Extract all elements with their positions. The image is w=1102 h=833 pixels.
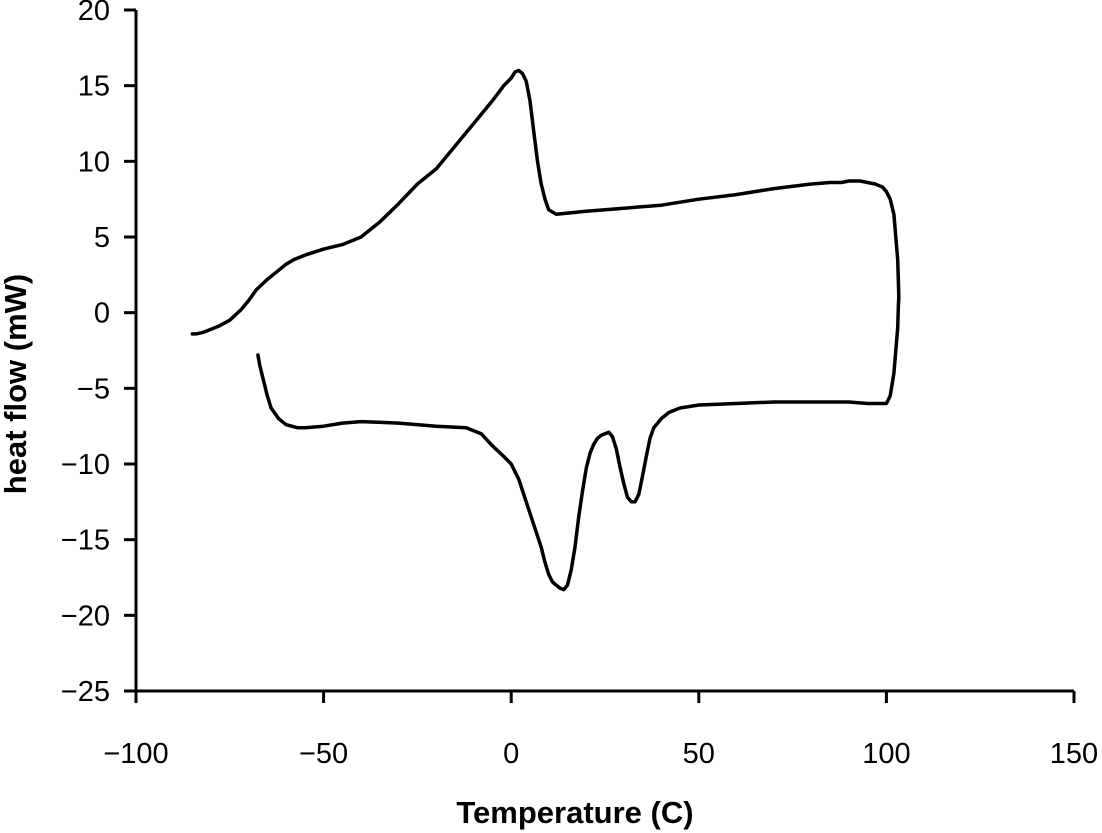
y-tick-label: 5 — [94, 222, 110, 254]
y-axis-title: heat flow (mW) — [0, 274, 33, 494]
x-axis-title: Temperature (C) — [456, 795, 693, 830]
x-tick-label: −100 — [103, 738, 168, 770]
y-ticks — [124, 8, 136, 693]
x-tick-label: 150 — [1050, 738, 1098, 770]
y-tick-label: 15 — [78, 71, 110, 103]
x-tick-labels: −100 −50 0 50 100 150 — [103, 738, 1098, 770]
y-tick-label: 0 — [94, 298, 110, 330]
y-tick-label: −5 — [77, 373, 110, 405]
y-tick-label: −25 — [61, 676, 110, 708]
x-ticks — [134, 691, 1076, 703]
x-tick-label: −50 — [299, 738, 348, 770]
x-tick-label: 0 — [503, 738, 519, 770]
x-axis: −100 −50 0 50 100 150 — [103, 689, 1098, 770]
y-tick-labels: 20 15 10 5 0 −5 −10 −15 −20 −25 — [61, 0, 110, 708]
y-tick-label: −20 — [61, 600, 110, 632]
y-tick-label: −10 — [61, 449, 110, 481]
x-tick-label: 100 — [862, 738, 910, 770]
y-tick-label: 10 — [78, 146, 110, 178]
x-tick-label: 50 — [683, 738, 715, 770]
y-tick-label: 20 — [78, 0, 110, 27]
series-line-0 — [190, 68, 901, 592]
y-tick-label: −15 — [61, 525, 110, 557]
series-layer — [190, 68, 901, 592]
y-axis: 20 15 10 5 0 −5 −10 −15 −20 −25 — [61, 0, 138, 708]
